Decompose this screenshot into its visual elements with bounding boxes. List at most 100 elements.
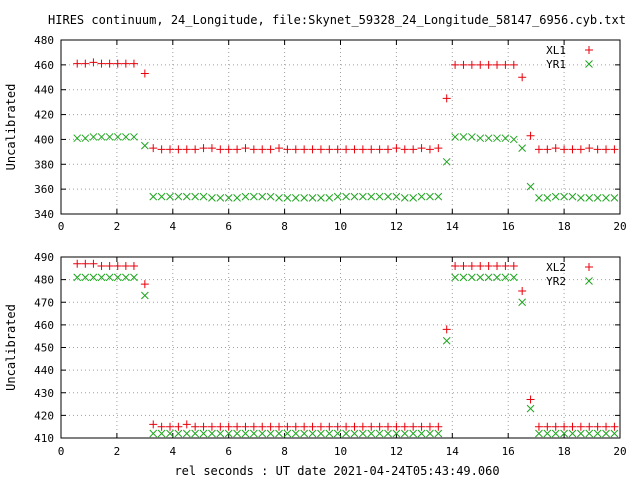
data-point-plus <box>409 145 418 154</box>
data-point-cross <box>535 193 543 202</box>
x-tick-label: 4 <box>169 445 176 458</box>
data-point-plus <box>224 422 233 431</box>
data-point-plus <box>199 144 208 153</box>
data-point-cross <box>81 273 90 282</box>
data-point-cross <box>593 429 602 438</box>
data-point-cross <box>166 429 174 438</box>
data-point-cross <box>602 193 610 202</box>
data-point-plus <box>367 422 376 431</box>
data-point-plus <box>81 259 90 268</box>
data-point-cross <box>216 193 225 202</box>
data-point-plus <box>560 422 569 431</box>
data-point-cross <box>241 192 250 201</box>
data-point-cross <box>518 144 527 152</box>
data-point-cross <box>585 60 593 68</box>
y-tick-label: 440 <box>34 364 54 377</box>
data-point-cross <box>325 429 334 438</box>
data-point-cross <box>442 157 451 166</box>
data-point-cross <box>208 429 216 438</box>
panel-2: 0 2 4 6 8 10 12 14 16 18 20 410 420 430 440 450 460 470 48… <box>4 251 627 478</box>
data-point-cross <box>317 193 325 202</box>
data-point-plus <box>451 60 460 69</box>
x-tick-label: 6 <box>225 445 232 458</box>
data-point-cross <box>97 273 106 282</box>
data-point-cross <box>113 133 122 141</box>
data-point-plus <box>451 262 460 271</box>
data-point-cross <box>610 193 619 202</box>
data-point-cross <box>476 134 485 143</box>
data-point-plus <box>333 145 342 154</box>
data-point-cross <box>258 429 267 438</box>
data-point-plus <box>105 262 114 271</box>
data-point-plus <box>467 262 476 271</box>
data-point-plus <box>325 145 334 154</box>
data-point-plus <box>509 60 518 69</box>
data-point-plus <box>129 262 138 271</box>
data-point-plus <box>518 286 527 295</box>
data-point-cross <box>543 193 552 202</box>
y-tick-label: 490 <box>34 251 54 264</box>
data-point-plus <box>476 60 485 69</box>
data-point-plus <box>484 262 493 271</box>
data-point-plus <box>140 69 149 78</box>
data-point-plus <box>593 145 602 154</box>
data-point-cross <box>174 192 183 201</box>
data-point-cross <box>526 404 535 413</box>
legend-label: XL2 <box>546 261 566 274</box>
data-point-plus <box>534 422 543 431</box>
data-point-cross <box>493 273 501 282</box>
data-point-plus <box>140 280 149 289</box>
data-point-plus <box>509 262 518 271</box>
data-point-plus <box>568 422 577 431</box>
y-tick-label: 410 <box>34 432 54 445</box>
data-point-cross <box>157 429 166 438</box>
data-point-cross <box>325 193 334 202</box>
data-point-plus <box>113 262 122 271</box>
x-tick-label: 4 <box>169 220 176 233</box>
data-point-plus <box>191 145 200 154</box>
data-point-cross <box>400 193 409 202</box>
data-point-cross <box>392 192 401 201</box>
data-point-cross <box>121 273 130 282</box>
data-point-cross <box>258 192 267 201</box>
data-point-plus <box>442 94 451 103</box>
data-point-plus <box>602 422 611 431</box>
data-point-cross <box>308 193 317 202</box>
data-point-cross <box>199 192 208 201</box>
data-point-plus <box>551 144 560 153</box>
data-point-plus <box>216 422 225 431</box>
x-tick-label: 2 <box>114 445 121 458</box>
data-point-plus <box>97 59 106 68</box>
data-point-plus <box>501 262 510 271</box>
data-point-plus <box>384 145 393 154</box>
data-point-plus <box>367 145 376 154</box>
data-point-cross <box>493 134 501 143</box>
data-point-plus <box>493 262 502 271</box>
x-tick-label: 20 <box>613 220 626 233</box>
data-point-cross <box>568 429 577 438</box>
data-point-plus <box>593 422 602 431</box>
data-point-plus <box>602 145 611 154</box>
x-tick-label: 12 <box>390 220 403 233</box>
data-point-cross <box>149 429 158 438</box>
data-point-cross <box>250 429 258 438</box>
data-point-cross <box>317 429 325 438</box>
y-axis-label: Uncalibrated <box>4 304 18 391</box>
data-point-cross <box>105 133 114 141</box>
data-point-cross <box>484 134 493 143</box>
data-point-plus <box>501 60 510 69</box>
data-point-plus <box>484 60 493 69</box>
data-point-plus <box>166 422 175 431</box>
y-tick-label: 400 <box>34 133 54 146</box>
data-point-cross <box>367 429 376 438</box>
data-point-plus <box>249 145 258 154</box>
data-point-cross <box>543 429 552 438</box>
data-point-plus <box>560 145 569 154</box>
data-point-cross <box>551 192 560 201</box>
data-point-plus <box>543 422 552 431</box>
data-point-cross <box>384 192 392 201</box>
data-point-plus <box>275 422 284 431</box>
data-point-plus <box>241 422 250 431</box>
data-point-cross <box>568 192 577 201</box>
data-point-cross <box>535 429 543 438</box>
